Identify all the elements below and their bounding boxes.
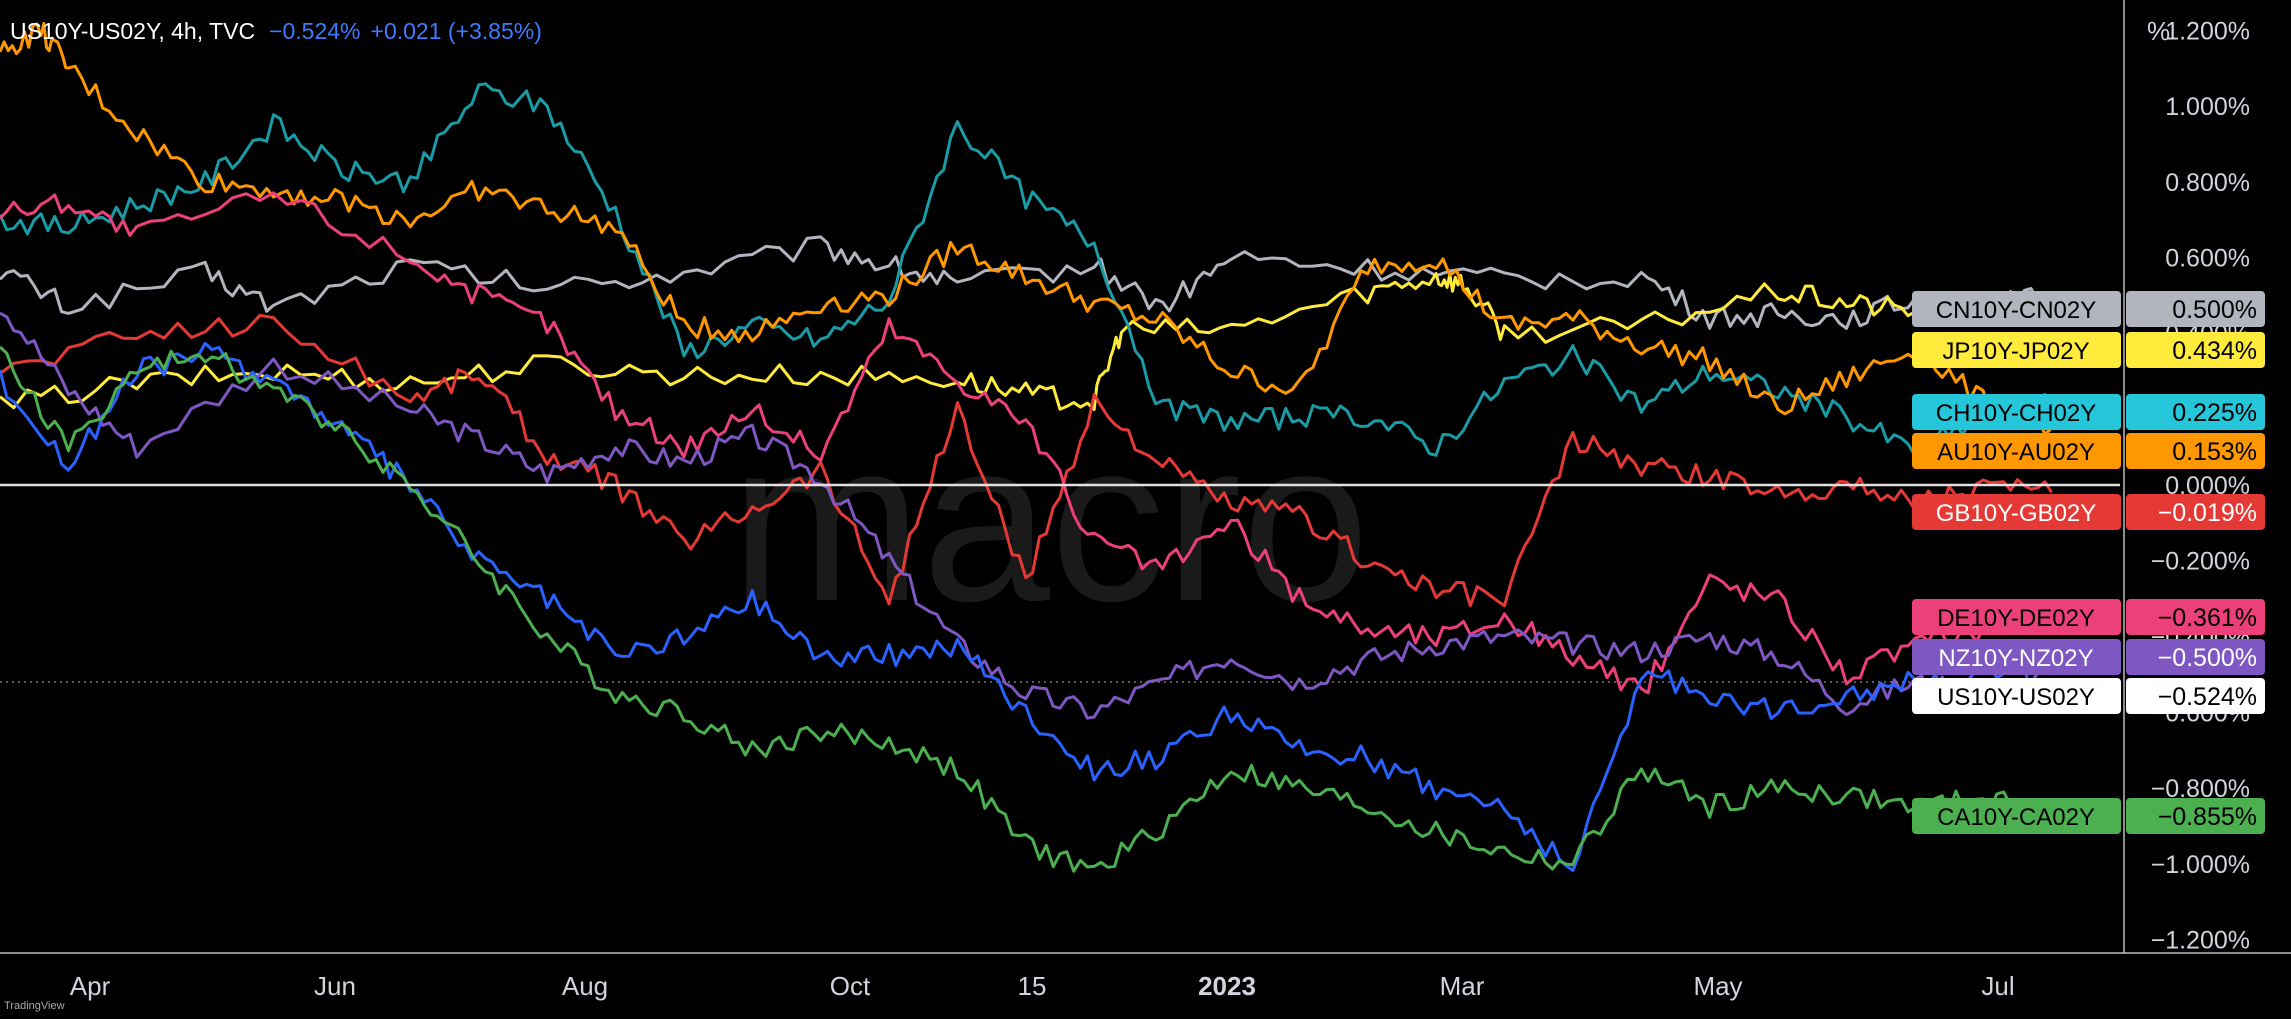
x-tick-label: Oct [830,971,871,1001]
series-line-cn10y-cn02y [0,235,2053,330]
x-tick-label: May [1693,971,1742,1001]
series-name-label: CA10Y-CA02Y [1937,804,2095,831]
value-change: +0.021 (+3.85%) [370,18,542,44]
series-name-tag [1912,332,2121,368]
series-value-label: 0.225% [2172,399,2257,427]
series-name-label: NZ10Y-NZ02Y [1938,645,2093,672]
symbol-title: US10Y-US02Y, 4h, TVC [10,18,256,44]
series-value-tag [2126,433,2265,469]
series-name-tag [1912,494,2121,530]
series-name-label: GB10Y-GB02Y [1936,500,2097,527]
tradingview-credit: TradingView [4,1000,65,1012]
series-value-label: −0.361% [2158,604,2257,632]
series-value-tag [2126,798,2265,834]
series-value-label: 0.500% [2172,296,2257,324]
series-value-tag [2126,291,2265,327]
series-value-label: 0.434% [2172,337,2257,365]
series-name-label: US10Y-US02Y [1937,684,2095,711]
series-value-tag [2126,332,2265,368]
x-tick-label: Aug [562,971,608,1001]
x-tick-label: Jul [1981,971,2014,1001]
x-tick-label: Jun [314,971,356,1001]
x-tick-label: 2023 [1198,971,1256,1001]
series-value-tag [2126,599,2265,635]
series-line-de10y-de02y [0,191,2053,695]
series-line-ch10y-ch02y [0,82,2053,457]
series-value-tag [2126,678,2265,714]
series-name-tag [1912,433,2121,469]
series-value-tag [2126,639,2265,675]
series-value-label: −0.500% [2158,644,2257,672]
series-line-au10y-au02y [0,21,2053,436]
y-tick-label: 1.200% [2165,17,2250,45]
y-unit-label: % [2147,16,2170,46]
last-value: −0.524% [269,18,361,44]
series-value-tag [2126,394,2265,430]
series-name-label: JP10Y-JP02Y [1942,338,2089,365]
series-line-ca10y-ca02y [0,345,2053,873]
series-name-tag [1912,394,2121,430]
series-name-label: CH10Y-CH02Y [1936,400,2097,427]
y-tick-label: −1.000% [2151,851,2250,879]
series-labels: CN10Y-CN02Y 0.500% JP10Y-JP02Y 0.434% CH10Y-… [1912,291,2265,834]
series-name-tag [1912,798,2121,834]
series-value-label: −0.855% [2158,803,2257,831]
y-tick-label: 0.800% [2165,169,2250,197]
series-lines [0,21,2053,873]
series-name-label: CN10Y-CN02Y [1936,297,2097,324]
y-tick-label: −0.200% [2151,548,2250,576]
x-tick-label: Mar [1440,971,1485,1001]
series-name-tag [1912,639,2121,675]
series-name-label: DE10Y-DE02Y [1937,605,2095,632]
series-name-label: AU10Y-AU02Y [1937,439,2095,466]
y-tick-label: −1.200% [2151,927,2250,955]
series-name-tag [1912,291,2121,327]
series-line-gb10y-gb02y [0,313,2053,608]
y-tick-label: 0.600% [2165,245,2250,273]
series-name-tag [1912,678,2121,714]
series-line-us10y-us02y [0,341,2053,872]
series-line-nz10y-nz02y [0,311,2053,720]
series-value-label: 0.153% [2172,438,2257,466]
chart-header: US10Y-US02Y, 4h, TVC −0.524% +0.021 (+3.85… [10,18,542,45]
x-tick-label: 15 [1018,971,1047,1001]
x-tick-label: Apr [70,971,111,1001]
y-tick-label: 1.000% [2165,93,2250,121]
series-value-tag [2126,494,2265,530]
series-name-tag [1912,599,2121,635]
series-value-label: −0.524% [2158,683,2257,711]
series-value-label: −0.019% [2158,499,2257,527]
